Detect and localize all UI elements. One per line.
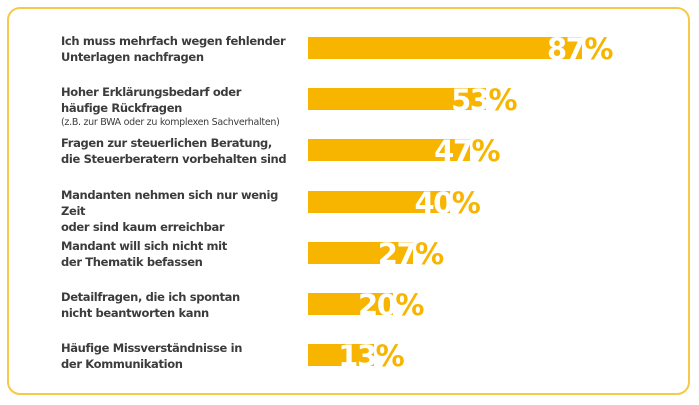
- category-label-line2: der Kommunikation: [61, 357, 183, 372]
- value-label: 53%: [451, 86, 517, 115]
- category-label-line2: oder sind kaum erreichbar: [61, 219, 225, 234]
- value-number: 27: [377, 236, 417, 271]
- value-label: 27%: [378, 239, 444, 268]
- bar: [308, 37, 583, 59]
- category-label: Detailfragen, die ich spontan nicht beant…: [61, 289, 296, 321]
- value-number: 13: [338, 339, 377, 374]
- value-unit: %: [375, 339, 405, 374]
- value-label: 20%: [358, 291, 424, 320]
- value-unit: %: [395, 288, 424, 322]
- category-label: Mandant will sich nicht mit der Thematik …: [61, 238, 296, 270]
- category-label: Mandanten nehmen sich nur wenig Zeit oder…: [61, 187, 296, 235]
- value-unit: %: [488, 83, 517, 118]
- value-unit: %: [584, 32, 613, 66]
- bar: [308, 344, 374, 367]
- value-unit: %: [415, 236, 444, 271]
- bar: [308, 190, 450, 213]
- value-number: 53: [451, 83, 490, 118]
- category-label: Häufige Missverständnisse in der Kommunik…: [61, 340, 296, 372]
- category-label-line1: Mandant will sich nicht mit: [61, 238, 227, 253]
- bar: [308, 139, 470, 162]
- category-label: Ich muss mehrfach wegen fehlender Unterla…: [61, 33, 296, 65]
- category-label-line2: Unterlagen nachfragen: [61, 50, 204, 64]
- category-label: Hoher Erklärungsbedarf oder häufige Rückf…: [61, 84, 296, 130]
- category-label-line2: häufige Rückfragen: [61, 101, 182, 116]
- category-label-line2: nicht beantworten kann: [61, 306, 209, 320]
- value-number: 47: [434, 134, 473, 169]
- value-label: 40%: [414, 188, 480, 217]
- bar: [308, 241, 414, 264]
- chart-frame: [7, 7, 690, 395]
- value-unit: %: [471, 134, 501, 169]
- category-note: (z.B. zur BWA oder zu komplexen Sachverh…: [61, 117, 280, 129]
- value-number: 40: [414, 185, 453, 220]
- value-number: 20: [358, 288, 397, 322]
- bar: [308, 88, 487, 111]
- value-label: 47%: [434, 137, 500, 166]
- value-label: 87%: [547, 35, 613, 64]
- category-label-line2: der Thematik befassen: [61, 254, 203, 269]
- category-label-line1: Mandanten nehmen sich nur wenig Zeit: [61, 187, 278, 218]
- category-label-line1: Fragen zur steuerlichen Beratung,: [61, 136, 272, 151]
- category-label: Fragen zur steuerlichen Beratung, die Ste…: [61, 135, 296, 167]
- category-label-line1: Häufige Missverständnisse in: [61, 341, 243, 356]
- category-label-line1: Ich muss mehrfach wegen fehlender: [61, 34, 286, 48]
- category-label-line1: Hoher Erklärungsbedarf oder: [61, 85, 242, 100]
- value-label: 13%: [338, 342, 404, 371]
- value-number: 87: [546, 32, 586, 66]
- bar: [308, 293, 394, 315]
- value-unit: %: [451, 185, 481, 220]
- category-label-line2: die Steuerberatern vorbehalten sind: [61, 152, 287, 167]
- category-label-line1: Detailfragen, die ich spontan: [61, 290, 240, 304]
